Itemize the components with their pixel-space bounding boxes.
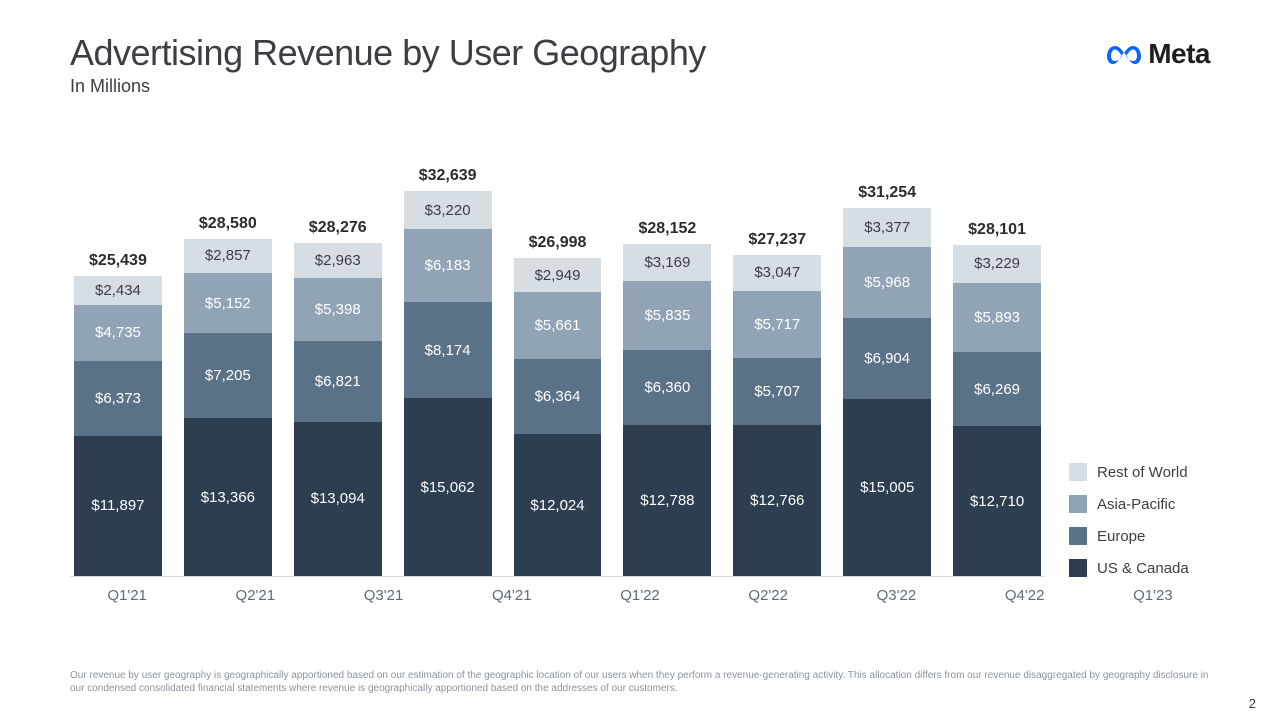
footnote: Our revenue by user geography is geograp… xyxy=(70,670,1210,695)
chart-legend: Rest of World Asia-Pacific Europe US & Cana… xyxy=(1045,157,1210,577)
bar-segment-asia-pacific: $5,893 xyxy=(953,283,1041,352)
bar-total-label: $27,237 xyxy=(733,231,821,249)
bar-segment-asia-pacific: $5,152 xyxy=(184,273,272,334)
bar-segment-europe: $6,904 xyxy=(843,318,931,399)
legend-item-us-canada: US & Canada xyxy=(1069,559,1210,577)
bar-segment-us-canada: $15,005 xyxy=(843,399,931,576)
legend-label: Europe xyxy=(1097,528,1145,545)
bar-segment-asia-pacific: $5,661 xyxy=(514,292,602,359)
chart-plot-area: $25,439$2,434$4,735$6,373$11,897$28,580$… xyxy=(70,157,1045,577)
bar-segment-rest-of-world: $3,047 xyxy=(733,255,821,291)
bar-segment-us-canada: $11,897 xyxy=(74,436,162,576)
legend-swatch xyxy=(1069,527,1087,545)
legend-swatch xyxy=(1069,559,1087,577)
bar-segment-us-canada: $15,062 xyxy=(404,398,492,576)
bar-column: $28,276 $2,963$5,398$6,821$13,094 xyxy=(294,219,382,576)
x-axis-tick: Q1'21 xyxy=(74,581,180,604)
bar-column: $26,998 $2,949$5,661$6,364$12,024 xyxy=(514,234,602,576)
bar-segment-us-canada: $12,710 xyxy=(953,426,1041,576)
bar-segment-asia-pacific: $4,735 xyxy=(74,305,162,361)
bar-segment-asia-pacific: $6,183 xyxy=(404,229,492,302)
page-subtitle: In Millions xyxy=(70,76,706,97)
brand-logo: Meta xyxy=(1106,38,1210,70)
legend-swatch xyxy=(1069,463,1087,481)
x-axis-tick: Q4'22 xyxy=(972,581,1078,604)
bar-segment-europe: $6,821 xyxy=(294,341,382,421)
bar-segment-asia-pacific: $5,968 xyxy=(843,247,931,317)
legend-swatch xyxy=(1069,495,1087,513)
bar-segment-europe: $5,707 xyxy=(733,358,821,425)
title-block: Advertising Revenue by User Geography In… xyxy=(70,32,706,97)
chart: $25,439$2,434$4,735$6,373$11,897$28,580$… xyxy=(70,157,1210,627)
bar-segment-europe: $6,360 xyxy=(623,350,711,425)
bar-segment-us-canada: $12,788 xyxy=(623,425,711,576)
bar-segment-rest-of-world: $3,169 xyxy=(623,244,711,281)
bar-segment-rest-of-world: $2,857 xyxy=(184,239,272,273)
bar-segment-asia-pacific: $5,835 xyxy=(623,281,711,350)
x-axis-tick: Q1'23 xyxy=(1100,581,1206,604)
x-axis-tick: Q2'22 xyxy=(715,581,821,604)
page-number: 2 xyxy=(1249,696,1256,711)
legend-item-europe: Europe xyxy=(1069,527,1210,545)
bar-segment-us-canada: $12,024 xyxy=(514,434,602,576)
bar-total-label: $32,639 xyxy=(404,167,492,185)
bar-segment-rest-of-world: $3,377 xyxy=(843,208,931,248)
bar-column: $28,152 $3,169$5,835$6,360$12,788 xyxy=(623,220,711,576)
chart-x-axis: Q1'21 Q2'21 Q3'21 Q4'21 Q1'22 Q2'22 Q3'22 Q4'22… xyxy=(70,581,1210,604)
x-axis-tick: Q1'22 xyxy=(587,581,693,604)
x-axis-tick: Q3'21 xyxy=(330,581,436,604)
bar-segment-europe: $6,364 xyxy=(514,359,602,434)
x-axis-tick: Q2'21 xyxy=(202,581,308,604)
bar-segment-rest-of-world: $2,963 xyxy=(294,243,382,278)
bar-column: $25,439 $2,434$4,735$6,373$11,897 xyxy=(74,252,162,576)
bar-column: $28,580 $2,857$5,152$7,205$13,366 xyxy=(184,215,272,576)
x-axis-tick: Q4'21 xyxy=(459,581,565,604)
page-title: Advertising Revenue by User Geography xyxy=(70,32,706,74)
bar-segment-asia-pacific: $5,717 xyxy=(733,291,821,358)
bar-total-label: $28,276 xyxy=(294,219,382,237)
bar-segment-rest-of-world: $3,229 xyxy=(953,245,1041,283)
legend-label: Asia-Pacific xyxy=(1097,496,1175,513)
legend-item-rest-of-world: Rest of World xyxy=(1069,463,1210,481)
bar-total-label: $25,439 xyxy=(74,252,162,270)
bar-segment-europe: $8,174 xyxy=(404,302,492,398)
meta-infinity-icon xyxy=(1106,42,1142,66)
bar-segment-europe: $6,373 xyxy=(74,361,162,436)
bar-total-label: $28,152 xyxy=(623,220,711,238)
slide: Advertising Revenue by User Geography In… xyxy=(0,0,1280,725)
bar-segment-europe: $6,269 xyxy=(953,352,1041,426)
legend-item-asia-pacific: Asia-Pacific xyxy=(1069,495,1210,513)
legend-label: US & Canada xyxy=(1097,560,1189,577)
bar-segment-us-canada: $13,366 xyxy=(184,418,272,576)
bar-total-label: $26,998 xyxy=(514,234,602,252)
bar-total-label: $31,254 xyxy=(843,184,931,202)
brand-name: Meta xyxy=(1148,38,1210,70)
bar-segment-us-canada: $13,094 xyxy=(294,422,382,576)
bar-segment-rest-of-world: $3,220 xyxy=(404,191,492,229)
bar-column: $28,101 $3,229$5,893$6,269$12,710 xyxy=(953,221,1041,576)
header: Advertising Revenue by User Geography In… xyxy=(70,32,1210,97)
bar-segment-asia-pacific: $5,398 xyxy=(294,278,382,342)
bar-total-label: $28,101 xyxy=(953,221,1041,239)
legend-label: Rest of World xyxy=(1097,464,1188,481)
bar-column: $27,237 $3,047$5,717$5,707$12,766 xyxy=(733,231,821,576)
bar-total-label: $28,580 xyxy=(184,215,272,233)
bar-segment-europe: $7,205 xyxy=(184,333,272,418)
bar-column: $31,254 $3,377$5,968$6,904$15,005 xyxy=(843,184,931,576)
bar-segment-rest-of-world: $2,949 xyxy=(514,258,602,293)
bar-segment-rest-of-world: $2,434 xyxy=(74,276,162,305)
bar-column: $32,639 $3,220$6,183$8,174$15,062 xyxy=(404,167,492,576)
x-axis-tick: Q3'22 xyxy=(843,581,949,604)
bar-segment-us-canada: $12,766 xyxy=(733,425,821,576)
